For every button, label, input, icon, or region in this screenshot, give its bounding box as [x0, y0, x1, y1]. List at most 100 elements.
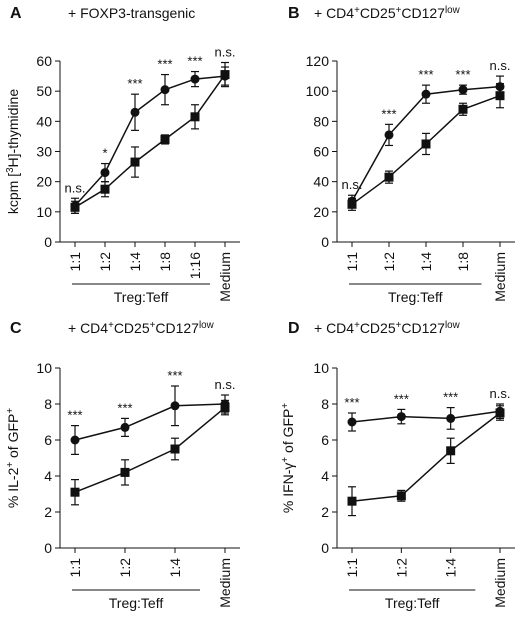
y-tick-label: 10	[313, 360, 329, 376]
significance-label: ***	[167, 368, 182, 383]
x-tick-label: 1:8	[157, 252, 173, 272]
panel-d: D + CD4+CD25+CD127low 0 2 4 6 8 10 1:1 1:2 1:4 Medi…	[280, 320, 515, 611]
data-point-square	[421, 139, 431, 149]
x-tick-label: 1:4	[127, 252, 143, 272]
significance-label: ***	[344, 395, 359, 410]
y-tick-label: 0	[321, 540, 329, 556]
data-point-circle	[170, 401, 180, 411]
y-tick-label: 4	[44, 468, 52, 484]
panel-title: + FOXP3-transgenic	[68, 5, 195, 21]
y-tick-label: 10	[36, 204, 52, 220]
x-tick-label: 1:1	[67, 558, 83, 578]
significance-label: ***	[117, 400, 132, 415]
data-point-circle	[421, 89, 431, 99]
x-tick-label: 1:1	[344, 558, 360, 578]
y-tick-label: 4	[321, 468, 329, 484]
data-point-circle	[160, 85, 170, 95]
panel-title: + CD4+CD25+CD127low	[314, 5, 461, 22]
y-axis-label: kcpm [3H]-thymidine	[5, 89, 22, 214]
significance-label: n.s.	[490, 386, 511, 401]
data-point-circle	[446, 413, 456, 423]
x-tick-label: Medium	[217, 558, 233, 608]
y-tick-label: 6	[321, 432, 329, 448]
x-tick-label: 1:8	[455, 252, 471, 272]
y-tick-label: 2	[321, 504, 329, 520]
data-point-circle	[120, 422, 130, 432]
y-tick-label: 40	[36, 113, 52, 129]
panel-title: + CD4+CD25+CD127low	[314, 320, 461, 337]
significance-label: ***	[381, 106, 396, 121]
data-point-square	[190, 112, 200, 122]
y-axis-label: % IFN-γ+ of GFP+	[280, 403, 297, 514]
series-square-line	[351, 412, 501, 502]
x-tick-label: 1:4	[443, 558, 459, 578]
x-axis-label: Treg:Teff	[114, 289, 169, 305]
x-axis-label: Treg:Teff	[109, 595, 164, 611]
significance-label: n.s.	[342, 177, 363, 192]
data-point-circle	[70, 435, 80, 445]
series-square-line	[74, 407, 226, 493]
panel-a: A + FOXP3-transgenic 0 10 20 30 40 50 60 1:1 1:2 1:…	[5, 5, 240, 305]
y-tick-label: 30	[36, 144, 52, 160]
x-tick-label: 1:2	[381, 252, 397, 272]
data-point-square	[396, 491, 406, 501]
x-tick-label: Medium	[492, 558, 508, 608]
y-tick-label: 50	[36, 83, 52, 99]
data-point-square	[170, 444, 180, 454]
significance-label: ***	[157, 57, 172, 72]
y-axis-label: % IL-2+ of GFP+	[5, 408, 22, 508]
y-tick-label: 60	[313, 144, 329, 160]
y-tick-label: 6	[44, 432, 52, 448]
series-circle-line	[351, 410, 501, 423]
x-tick-label: 1:1	[67, 252, 83, 272]
significance-label: ***	[394, 391, 409, 406]
data-point-square	[458, 104, 468, 114]
panel-letter: C	[10, 320, 22, 337]
x-tick-label: 1:2	[117, 558, 133, 578]
x-axis-label: Treg:Teff	[388, 289, 443, 305]
y-tick-label: 0	[321, 234, 329, 250]
data-point-square	[160, 134, 170, 144]
data-point-circle	[190, 74, 200, 84]
data-point-circle	[384, 130, 394, 140]
y-tick-label: 20	[313, 204, 329, 220]
y-tick-label: 60	[36, 53, 52, 69]
significance-label: ***	[443, 390, 458, 405]
data-point-square	[495, 91, 505, 101]
x-tick-label: 1:2	[97, 252, 113, 272]
y-tick-label: 80	[313, 113, 329, 129]
data-point-square	[446, 446, 456, 456]
data-point-square	[70, 202, 80, 212]
data-point-circle	[130, 107, 140, 117]
data-point-circle	[100, 168, 110, 178]
data-point-circle	[458, 85, 468, 95]
data-point-square	[70, 487, 80, 497]
y-tick-label: 8	[321, 396, 329, 412]
panel-letter: D	[288, 320, 300, 337]
x-tick-label: 1:4	[418, 252, 434, 272]
series-circle-line	[74, 403, 226, 441]
data-point-square	[495, 408, 505, 418]
panel-title: + CD4+CD25+CD127low	[68, 320, 215, 337]
y-tick-label: 0	[44, 234, 52, 250]
x-tick-label: 1:16	[187, 252, 203, 279]
y-tick-label: 10	[36, 360, 52, 376]
series-circle-line	[74, 75, 226, 207]
data-point-square	[220, 403, 230, 413]
data-point-circle	[347, 417, 357, 427]
data-point-circle	[396, 412, 406, 422]
data-point-square	[120, 467, 130, 477]
data-point-square	[100, 184, 110, 194]
significance-label: ***	[418, 67, 433, 82]
panel-letter: B	[288, 5, 300, 22]
data-point-square	[347, 496, 357, 506]
y-tick-label: 40	[313, 174, 329, 190]
x-tick-label: Medium	[217, 252, 233, 302]
x-tick-label: 1:2	[393, 558, 409, 578]
y-tick-label: 2	[44, 504, 52, 520]
data-point-square	[347, 199, 357, 209]
data-point-square	[130, 157, 140, 167]
significance-label: n.s.	[65, 180, 86, 195]
x-tick-label: 1:1	[344, 252, 360, 272]
